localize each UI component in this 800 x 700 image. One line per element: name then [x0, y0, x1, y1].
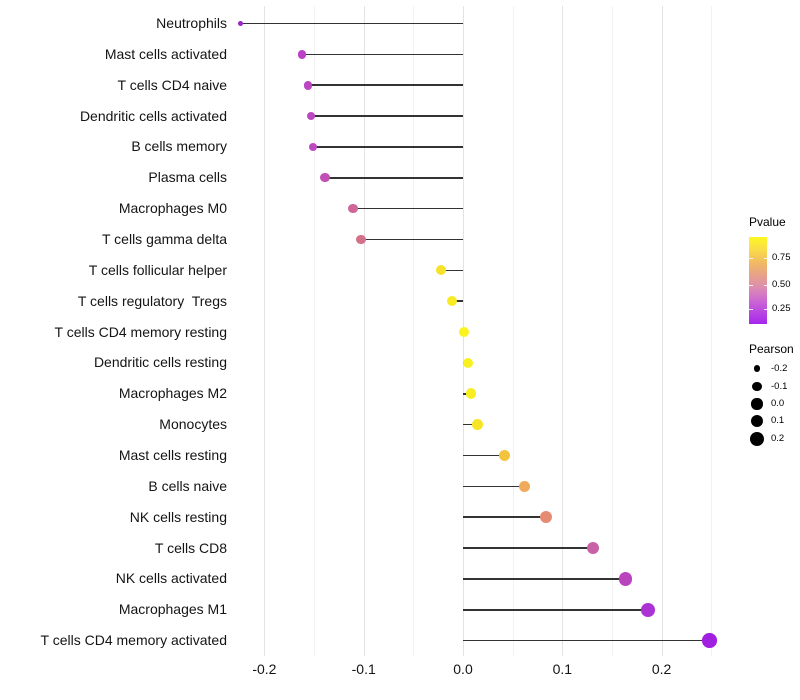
pvalue-tick-label: 0.50: [772, 278, 791, 290]
colorbar-tick: [749, 258, 753, 260]
y-axis-label: T cells CD4 memory resting: [54, 323, 227, 340]
pearson-legend-label: 0.0: [771, 398, 785, 409]
lollipop-dot: [619, 572, 633, 586]
gridline-minor: [413, 6, 415, 656]
pearson-legend-label: 0.1: [771, 415, 785, 426]
lollipop-dot: [355, 234, 366, 245]
lollipop-dot: [306, 111, 316, 121]
lollipop-stem: [302, 53, 463, 56]
lollipop-stem: [463, 608, 648, 611]
lollipop-stem: [313, 146, 463, 148]
colorbar-tick: [763, 284, 767, 286]
lollipop-stem: [463, 516, 547, 518]
gridline-major: [363, 6, 365, 656]
lollipop-dot: [462, 357, 474, 369]
lollipop-dot: [303, 80, 313, 90]
lollipop-dot: [701, 633, 717, 648]
lollipop-dot: [465, 388, 477, 400]
lollipop-stem: [352, 207, 463, 210]
pearson-legend-dot: [752, 381, 762, 392]
gridline-minor: [611, 6, 613, 656]
pvalue-legend-title: Pvalue: [749, 215, 786, 229]
lollipop-stem: [463, 639, 710, 642]
lollipop-stem: [463, 547, 594, 549]
y-axis-label: B cells memory: [131, 138, 227, 155]
y-axis-label: Macrophages M2: [118, 385, 227, 402]
gridline-minor: [711, 6, 713, 656]
y-axis-label: Monocytes: [159, 416, 227, 433]
lollipop-dot: [640, 602, 655, 617]
lollipop-dot: [540, 511, 553, 524]
gridline-major: [264, 6, 266, 656]
lollipop-dot: [472, 419, 484, 431]
pvalue-tick-label: 0.25: [772, 303, 791, 314]
lollipop-stem: [441, 269, 463, 272]
x-axis-tick-label: 0.0: [453, 660, 473, 677]
y-axis-label: T cells CD8: [154, 539, 227, 556]
lollipop-dot: [518, 480, 531, 493]
y-axis-label: Mast cells resting: [118, 446, 227, 463]
lollipop-stem: [360, 238, 463, 241]
lollipop-stem: [311, 115, 463, 117]
colorbar-tick: [749, 284, 753, 286]
y-axis-label: T cells regulatory Tregs: [77, 292, 227, 309]
colorbar-tick: [749, 309, 753, 310]
x-axis-tick-label: 0.1: [552, 660, 573, 677]
lollipop-dot: [458, 326, 470, 338]
lollipop-stem: [463, 485, 525, 488]
y-axis-label: Dendritic cells resting: [93, 354, 227, 371]
y-axis-label: T cells CD4 memory activated: [40, 632, 227, 649]
pearson-legend-dot: [751, 398, 763, 410]
gridline-major: [661, 6, 663, 656]
x-axis-tick-label: -0.1: [351, 660, 376, 677]
lollipop-stem: [463, 423, 478, 426]
y-axis-label: Plasma cells: [148, 169, 227, 186]
y-axis-label: Neutrophils: [156, 15, 227, 31]
lollipop-stem: [452, 300, 463, 302]
y-axis-label: T cells CD4 naive: [117, 76, 227, 93]
colorbar-tick: [763, 309, 767, 310]
lollipop-stem: [240, 22, 463, 25]
y-axis-label: Dendritic cells activated: [79, 107, 227, 124]
lollipop-dot: [297, 50, 307, 59]
lollipop-dot: [347, 203, 358, 214]
lollipop-dot: [308, 142, 318, 152]
y-axis-label: Macrophages M1: [118, 601, 227, 618]
pearson-legend-dot: [750, 414, 764, 428]
pearson-legend-label: 0.2: [771, 432, 785, 444]
y-axis-label: T cells gamma delta: [101, 230, 227, 247]
y-axis-label: T cells follicular helper: [88, 261, 227, 278]
y-axis-label: NK cells resting: [129, 508, 227, 525]
gridline-minor: [314, 6, 316, 656]
gridline-minor: [512, 6, 514, 656]
lollipop-stem: [324, 176, 463, 179]
lollipop-dot: [446, 296, 458, 307]
lollipop-dot: [499, 449, 511, 462]
lollipop-dot: [586, 541, 600, 555]
gridline-major: [562, 6, 564, 656]
pearson-legend-dot: [753, 365, 761, 372]
x-axis-tick-label: -0.2: [252, 660, 277, 677]
y-axis-label: Macrophages M0: [118, 200, 227, 217]
pearson-legend-dot: [750, 431, 764, 446]
lollipop-dot: [320, 173, 330, 183]
y-axis-label: Mast cells activated: [104, 45, 227, 62]
colorbar-tick: [763, 258, 767, 260]
y-axis-label: B cells naive: [148, 477, 227, 494]
pearson-legend-label: -0.2: [771, 362, 788, 374]
y-axis-label: NK cells activated: [115, 570, 227, 587]
pvalue-tick-label: 0.75: [772, 252, 791, 264]
lollipop-stem: [308, 84, 463, 86]
x-axis-tick-label: 0.2: [651, 660, 672, 677]
lollipop-dot: [436, 265, 447, 276]
lollipop-dot: [238, 21, 243, 26]
pearson-legend-title: Pearson: [749, 342, 794, 356]
lollipop-stem: [463, 578, 626, 580]
pvalue-colorbar: [749, 236, 767, 324]
pearson-legend-label: -0.1: [771, 380, 788, 392]
lollipop-stem: [463, 454, 505, 457]
